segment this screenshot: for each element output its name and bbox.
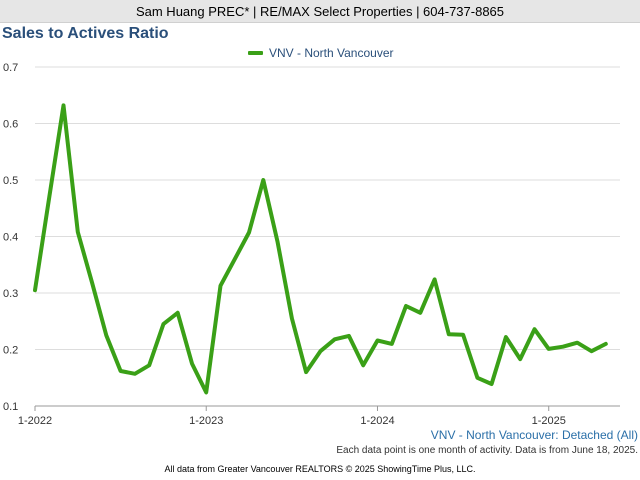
y-tick-label: 0.3 <box>3 288 18 300</box>
y-tick-label: 0.2 <box>3 345 18 357</box>
legend-label: VNV - North Vancouver <box>269 46 394 60</box>
chart-legend[interactable]: VNV - North Vancouver <box>248 46 394 60</box>
x-tick-label: 1-2022 <box>18 415 52 427</box>
y-tick-label: 0.4 <box>3 232 18 244</box>
chart-title: Sales to Actives Ratio <box>2 25 169 42</box>
series-caption[interactable]: VNV - North Vancouver: Detached (All) <box>430 428 638 442</box>
series-line <box>33 103 608 395</box>
legend-swatch <box>248 51 263 55</box>
x-tick-label: 1-2025 <box>532 415 566 427</box>
data-credit: All data from Greater Vancouver REALTORS… <box>164 464 476 474</box>
y-tick-label: 0.7 <box>3 62 18 74</box>
agent-header-bar: Sam Huang PREC* | RE/MAX Select Properti… <box>0 0 640 23</box>
x-tick-label: 1-2023 <box>189 415 223 427</box>
agent-header-text: Sam Huang PREC* | RE/MAX Select Properti… <box>135 3 505 19</box>
data-note: Each data point is one month of activity… <box>336 445 638 456</box>
y-tick-label: 0.6 <box>3 119 18 131</box>
x-tick-label: 1-2024 <box>360 415 394 427</box>
y-tick-label: 0.5 <box>3 175 18 187</box>
y-tick-label: 0.1 <box>3 401 18 413</box>
